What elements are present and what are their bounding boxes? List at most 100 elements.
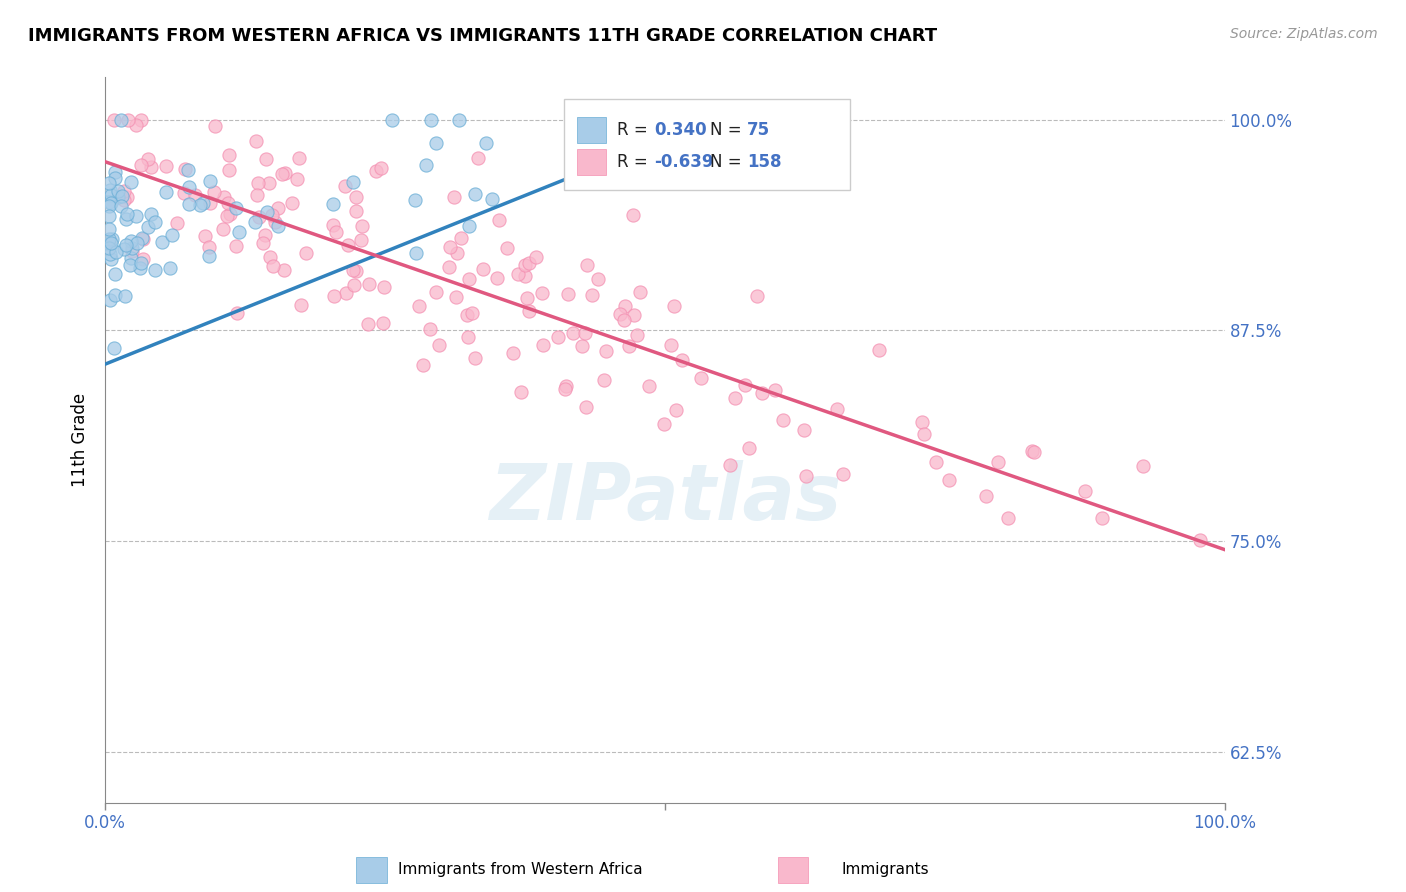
Point [461, 306, 484, 320]
Point [450, 231, 472, 245]
Point [373, 316, 395, 330]
Point [457, 330, 479, 344]
Point [204, 120, 226, 134]
Point [97, 194, 120, 209]
Point [364, 164, 387, 178]
Point [184, 188, 207, 202]
Point [458, 219, 481, 233]
Text: Immigrants: Immigrants [842, 863, 929, 877]
Point [793, 423, 815, 437]
Point [1024, 445, 1046, 459]
Point [225, 239, 247, 253]
Point [98, 293, 121, 308]
Point [125, 118, 148, 132]
Text: N =: N = [710, 153, 747, 171]
Point [257, 176, 280, 190]
Point [198, 240, 221, 254]
Point [425, 136, 447, 150]
Point [449, 112, 471, 127]
Point [443, 189, 465, 203]
Point [664, 299, 686, 313]
Point [104, 267, 127, 281]
Y-axis label: 11th Grade: 11th Grade [72, 393, 89, 487]
Point [136, 220, 159, 235]
Point [173, 186, 195, 200]
Point [562, 326, 585, 341]
Point [132, 252, 155, 266]
Point [120, 175, 142, 189]
Point [215, 210, 238, 224]
Point [247, 177, 270, 191]
Point [217, 195, 239, 210]
Point [720, 458, 742, 472]
Point [419, 112, 441, 127]
Point [129, 256, 152, 270]
Point [128, 260, 150, 275]
Point [259, 250, 281, 264]
Point [458, 272, 481, 286]
Point [115, 189, 138, 203]
Text: R =: R = [617, 153, 652, 171]
Point [218, 163, 240, 178]
Point [506, 267, 529, 281]
Point [159, 261, 181, 276]
Point [456, 308, 478, 322]
Point [97, 241, 120, 255]
Point [120, 234, 142, 248]
Point [617, 339, 640, 353]
Point [623, 308, 645, 322]
Point [475, 136, 498, 150]
Point [104, 288, 127, 302]
Point [100, 195, 122, 210]
Point [794, 468, 817, 483]
Point [98, 232, 121, 246]
Point [267, 219, 290, 234]
Text: Immigrants from Western Africa: Immigrants from Western Africa [398, 863, 643, 877]
Point [245, 215, 267, 229]
Point [825, 402, 848, 417]
Point [344, 263, 367, 277]
Point [97, 176, 120, 190]
Point [194, 228, 217, 243]
Point [254, 228, 277, 243]
Point [517, 303, 540, 318]
Point [212, 190, 235, 204]
Point [117, 112, 139, 127]
Point [104, 165, 127, 179]
Point [581, 287, 603, 301]
Point [114, 289, 136, 303]
Point [343, 277, 366, 292]
Point [103, 341, 125, 355]
Point [245, 187, 267, 202]
Point [97, 198, 120, 212]
Point [124, 209, 146, 223]
Point [129, 158, 152, 172]
Point [211, 222, 233, 236]
Point [110, 112, 132, 127]
Point [357, 277, 380, 291]
Point [554, 382, 576, 396]
Point [868, 343, 890, 357]
Point [496, 241, 519, 255]
Point [150, 235, 173, 250]
Point [419, 322, 441, 336]
Point [112, 193, 135, 207]
Point [121, 242, 143, 256]
Point [439, 240, 461, 254]
Point [557, 287, 579, 301]
Point [763, 383, 786, 397]
Point [1188, 533, 1211, 548]
Point [344, 204, 367, 219]
Point [464, 186, 486, 201]
Point [100, 236, 122, 251]
Point [322, 288, 344, 302]
Point [502, 346, 524, 360]
Point [139, 160, 162, 174]
Text: N =: N = [710, 121, 747, 139]
Point [1021, 444, 1043, 458]
Point [689, 370, 711, 384]
Point [322, 218, 344, 232]
Point [471, 261, 494, 276]
Point [408, 299, 430, 313]
Point [260, 208, 283, 222]
